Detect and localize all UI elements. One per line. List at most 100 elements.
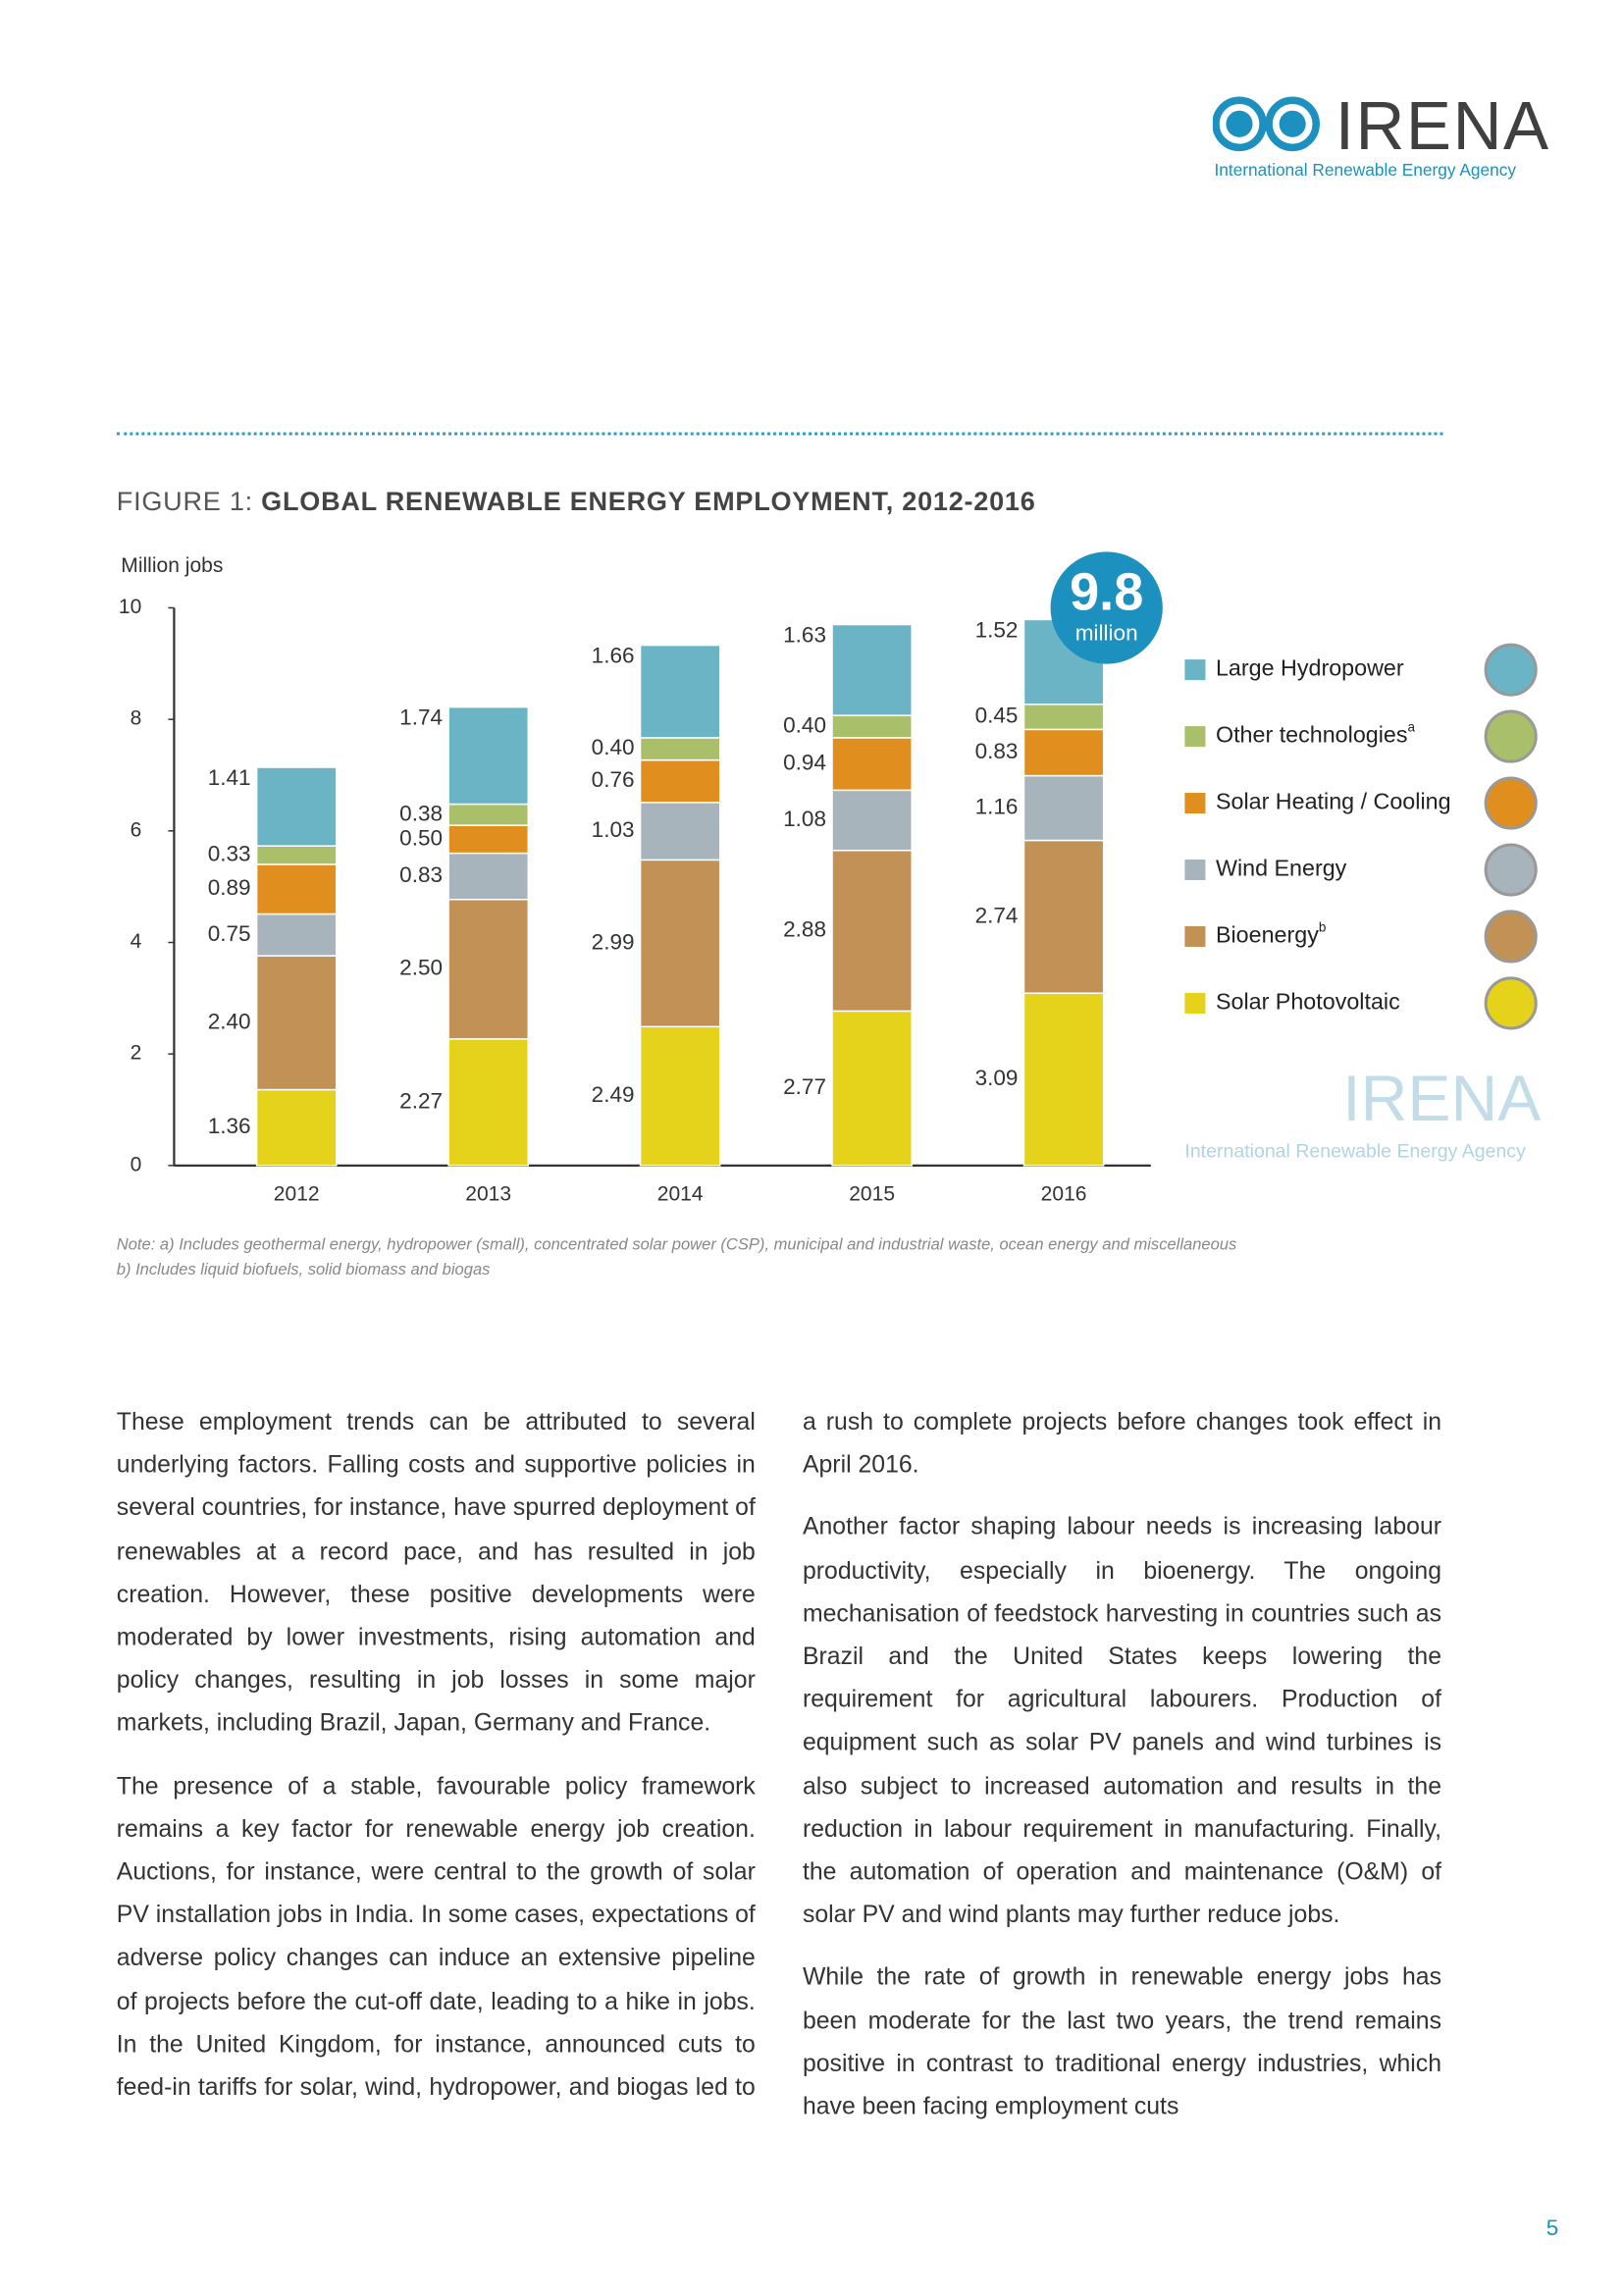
legend-swatch (1184, 793, 1206, 814)
legend-icon (1484, 709, 1538, 763)
bar-segment (831, 1010, 913, 1167)
value-label: 1.52 (975, 617, 1019, 642)
value-label: 0.33 (208, 842, 251, 866)
total-value: 9.8 (1070, 563, 1143, 622)
y-tick-label: 4 (131, 930, 142, 953)
legend-name: Bioenergy (1216, 922, 1319, 948)
bar-segment (447, 803, 530, 826)
legend-label: Solar Heating / Cooling (1216, 789, 1451, 814)
note: Note: a) Includes geothermal energy, hyd… (117, 1233, 1237, 1283)
bar-segment (1022, 704, 1105, 731)
legend-name: Other technologies (1216, 722, 1408, 748)
legend-icon (1484, 976, 1538, 1030)
logo-name: IRENA (1335, 86, 1550, 164)
legend-icon (1484, 910, 1538, 964)
value-label: 0.76 (592, 767, 635, 792)
bar-segment (1022, 728, 1105, 777)
bar-segment (831, 849, 913, 1013)
value-label: 0.83 (975, 739, 1019, 763)
legend-label: Wind Energy (1216, 856, 1347, 881)
bar-segment (447, 898, 530, 1040)
legend-swatch (1184, 726, 1206, 748)
logo-mark (1212, 96, 1320, 152)
note-line: b) Includes liquid biofuels, solid bioma… (116, 1261, 491, 1279)
legend-name: Wind Energy (1216, 856, 1347, 881)
value-label: 2.40 (208, 1009, 251, 1033)
value-label: 1.08 (783, 807, 826, 831)
bar-segment (255, 845, 338, 865)
value-label: 2.50 (399, 956, 443, 980)
x-tick-label: 2013 (465, 1182, 511, 1205)
paragraph: Another factor shaping labour needs is i… (802, 1514, 1442, 1929)
bar-segment (831, 737, 913, 792)
value-label: 2.27 (399, 1088, 443, 1113)
x-tick-label: 2012 (274, 1182, 320, 1205)
paragraph: While the rate of growth in renewable en… (802, 1963, 1442, 2120)
legend-label: Bioenergyb (1216, 919, 1326, 948)
y-tick-label: 0 (131, 1153, 142, 1175)
y-tick-label: 2 (131, 1042, 142, 1065)
legend-swatch (1184, 925, 1206, 948)
y-tick-label: 8 (131, 707, 142, 730)
logo-subtitle: International Renewable Energy Agency (1214, 162, 1517, 181)
chart: Million jobs 0 2 4 6 8 10 2012 1.36 2.40 0.75 0.89 0… (119, 551, 1541, 1205)
bar-segment (1022, 839, 1105, 994)
legend-icon (1484, 643, 1538, 697)
legend-name: Solar Heating / Cooling (1216, 789, 1451, 814)
legend-superscript: a (1408, 719, 1416, 734)
note-line: Note: a) Includes geothermal energy, hyd… (116, 1236, 1237, 1255)
x-tick-label: 2014 (657, 1182, 704, 1205)
value-label: 2.74 (975, 903, 1019, 927)
legend-swatch (1184, 992, 1206, 1014)
bar-segment (639, 758, 721, 804)
total-bubble (1050, 551, 1163, 664)
legend-name: Solar Photovoltaic (1216, 989, 1400, 1015)
value-label: 0.75 (208, 921, 251, 946)
y-axis-label: Million jobs (121, 554, 223, 577)
paragraph: The presence of a stable, favourable pol… (116, 1408, 1442, 2102)
value-label: 1.74 (399, 705, 443, 730)
value-label: 1.16 (975, 794, 1019, 818)
y-tick-label: 10 (119, 596, 141, 618)
bar-segment (255, 766, 338, 847)
legend-superscript: b (1319, 919, 1327, 934)
bar-segment (447, 1038, 530, 1167)
bar-segment (639, 859, 721, 1028)
value-label: 1.66 (592, 644, 635, 668)
paragraph: These employment trends can be attribute… (116, 1408, 756, 1738)
value-label: 0.94 (783, 751, 826, 775)
legend-label: Other technologiesa (1216, 719, 1416, 748)
value-label: 0.50 (399, 825, 443, 850)
legend-swatch (1184, 859, 1206, 881)
x-tick-label: 2016 (1041, 1182, 1087, 1205)
bar-segment (447, 852, 530, 901)
value-label: 2.99 (592, 929, 635, 954)
x-tick-label: 2015 (849, 1182, 895, 1205)
legend-swatch (1184, 659, 1206, 681)
value-label: 2.77 (783, 1074, 826, 1099)
legend-icon (1484, 776, 1538, 830)
value-label: 2.49 (592, 1082, 635, 1107)
body-text: These employment trends can be attribute… (117, 1401, 1441, 2168)
value-label: 3.09 (975, 1066, 1019, 1090)
watermark-subtitle: International Renewable Energy Agency (1184, 1140, 1526, 1162)
value-label: 0.38 (399, 801, 443, 825)
bar-segment (447, 824, 530, 855)
legend-icon (1484, 843, 1538, 897)
value-label: 0.40 (783, 712, 826, 737)
y-tick-label: 6 (131, 818, 142, 841)
bar-segment (447, 705, 530, 806)
bar-segment (831, 789, 913, 852)
bar-segment (639, 1025, 721, 1167)
bar-segment (255, 913, 338, 957)
figure-title: FIGURE 1: GLOBAL RENEWABLE ENERGY EMPLOY… (117, 487, 1036, 518)
bar-segment (1022, 992, 1105, 1167)
value-label: 0.89 (208, 875, 251, 900)
bar-segment (639, 737, 721, 761)
watermark-name: IRENA (1342, 1063, 1541, 1135)
total-unit: million (1075, 621, 1138, 646)
bar-segment (255, 955, 338, 1091)
value-label: 1.63 (783, 623, 826, 648)
value-label: 0.83 (399, 862, 443, 887)
figure-label: FIGURE 1: (116, 487, 253, 517)
